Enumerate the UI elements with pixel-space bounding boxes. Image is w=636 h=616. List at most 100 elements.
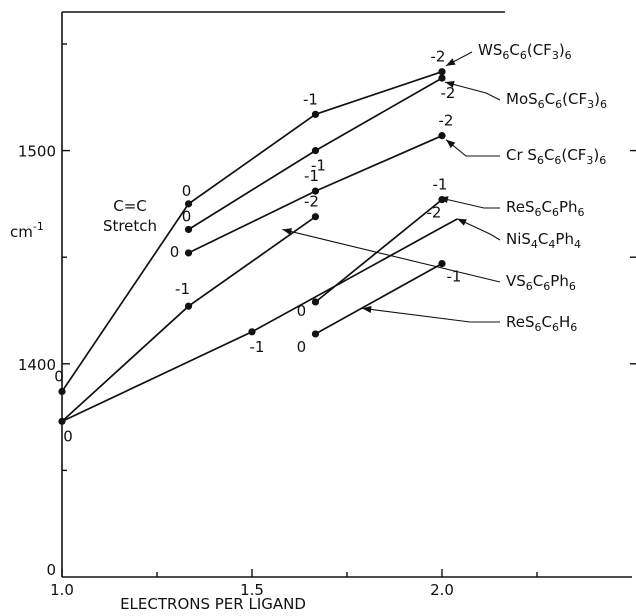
charge-label: -2 [304, 193, 319, 211]
legend-label-part: H [559, 313, 570, 331]
data-point [311, 146, 320, 155]
charge-label: -1 [303, 90, 318, 108]
data-point [311, 213, 320, 221]
legend-label-part: 6 [570, 321, 577, 334]
legend-label-part: 6 [535, 321, 542, 334]
origin-label: 0 [46, 561, 56, 579]
legend-label-part: ) [594, 90, 600, 108]
data-point [438, 68, 446, 76]
legend-label-part: 4 [548, 238, 555, 251]
legend-label-part: 3 [552, 49, 559, 62]
data-point [184, 225, 193, 234]
legend-label-part: (CF [562, 90, 587, 108]
legend-label-nis4c4ph4: NiS4C4Ph4 [506, 230, 581, 251]
charge-label: 0 [297, 338, 307, 356]
legend-label-part: 6 [543, 280, 550, 293]
legend-label-part: 4 [531, 238, 538, 251]
legend-label-res6c6ph6: ReS6C6Ph6 [506, 198, 585, 219]
series-layer [58, 68, 458, 425]
charge-label: -1 [447, 268, 462, 286]
annotation-cc: C=C [113, 197, 147, 215]
charge-label: -1 [250, 338, 265, 356]
data-point [311, 298, 320, 306]
leader-arrowhead [457, 218, 467, 226]
legend-label-part: 4 [574, 238, 581, 251]
data-point [58, 387, 66, 396]
leader-arrowhead [282, 228, 292, 235]
legend-label-part: 6 [569, 280, 576, 293]
leader-line [438, 197, 500, 209]
legend-label-part: 6 [555, 98, 562, 111]
y-tick-label: 1500 [18, 143, 56, 161]
data-point [311, 187, 320, 195]
legend-label-part: 6 [552, 321, 559, 334]
legend-label-part: (CF [561, 146, 586, 164]
legend-label-mos6c6-cf3-6: MoS6C6(CF3)6 [506, 90, 607, 111]
x-axis-title: ELECTRONS PER LIGAND [120, 595, 306, 613]
leader-line [282, 228, 501, 283]
legend-label-part: 6 [565, 49, 572, 62]
legend-label-part: VS [506, 272, 526, 290]
x-tick-label: 2.0 [430, 581, 454, 599]
legend-label-cr-s6c6-cf3-6: Cr S6C6(CF3)6 [506, 146, 606, 167]
data-point [184, 249, 193, 257]
x-tick-label: 1.5 [240, 581, 264, 599]
legend-label-part: 6 [538, 98, 545, 111]
series-nis4c4ph4-line [61, 218, 458, 423]
legend-label-part: 6 [600, 98, 607, 111]
legend-label-part: ReS [506, 198, 535, 216]
charge-label: 0 [54, 368, 64, 386]
y-axis-title-main: cm [10, 223, 33, 241]
legend-label-part: C [542, 198, 552, 216]
legend-label-part: C [533, 272, 543, 290]
legend-label-part: 6 [552, 206, 559, 219]
data-point [248, 328, 256, 336]
charge-label: -1 [433, 176, 448, 194]
leader-line [456, 218, 501, 241]
charge-label: 0 [182, 207, 192, 225]
legend-label-part: Cr S [506, 146, 537, 164]
legend-label-part: Ph [555, 230, 574, 248]
axes: 1.0 1.5 2.0 1400 1500 0 ELECTRONS PER LIGAND cm… [10, 11, 636, 613]
legend-label-vs6c6ph6: VS6C6Ph6 [506, 272, 576, 293]
legend-label-part: 6 [554, 154, 561, 167]
legend-label-part: 6 [502, 49, 509, 62]
legend-label-part: C [542, 313, 552, 331]
y-axis-title-sup: -1 [33, 220, 44, 233]
legend-label-part: 6 [599, 154, 606, 167]
legend-label-part: C [509, 41, 519, 59]
charge-label: -1 [304, 167, 319, 185]
leader-arrowhead [446, 58, 456, 66]
x-tick-label: 1.0 [50, 581, 74, 599]
leader-line [362, 307, 500, 323]
charge-label: -1 [311, 157, 326, 175]
legend-label-part: MoS [506, 90, 538, 108]
legend-label-ws6c6-cf3-6: WS6C6(CF3)6 [478, 41, 572, 62]
legend-label-part: C [544, 146, 554, 164]
charge-label: 0 [182, 182, 192, 200]
charge-label: -1 [175, 280, 190, 298]
legend-label-part: C [538, 230, 548, 248]
labels-layer: 00-1-20-1-20-1-20-1-20-1-1-20-1WS6C6(CF3… [54, 41, 607, 445]
series-vs6c6ph6-line [61, 216, 316, 423]
charge-label: -2 [431, 48, 446, 66]
legend-label-part: 3 [586, 154, 593, 167]
charge-label: 0 [297, 302, 307, 320]
series-res6c6h6-line [315, 262, 443, 335]
legend-label-part: ) [593, 146, 599, 164]
legend-label-part: WS [478, 41, 502, 59]
legend-label-part: 6 [535, 206, 542, 219]
legend-label-part: Ph [550, 272, 569, 290]
legend-label-part: 6 [537, 154, 544, 167]
data-point [311, 330, 320, 338]
legend-label-part: 6 [578, 206, 585, 219]
data-point [184, 200, 193, 208]
legend-label-part: 3 [587, 98, 594, 111]
charge-label: -2 [427, 203, 442, 221]
charge-label: -2 [439, 112, 454, 130]
charge-label: -2 [441, 84, 456, 102]
annotation-stretch: Stretch [103, 217, 157, 235]
legend-label-part: (CF [527, 41, 552, 59]
